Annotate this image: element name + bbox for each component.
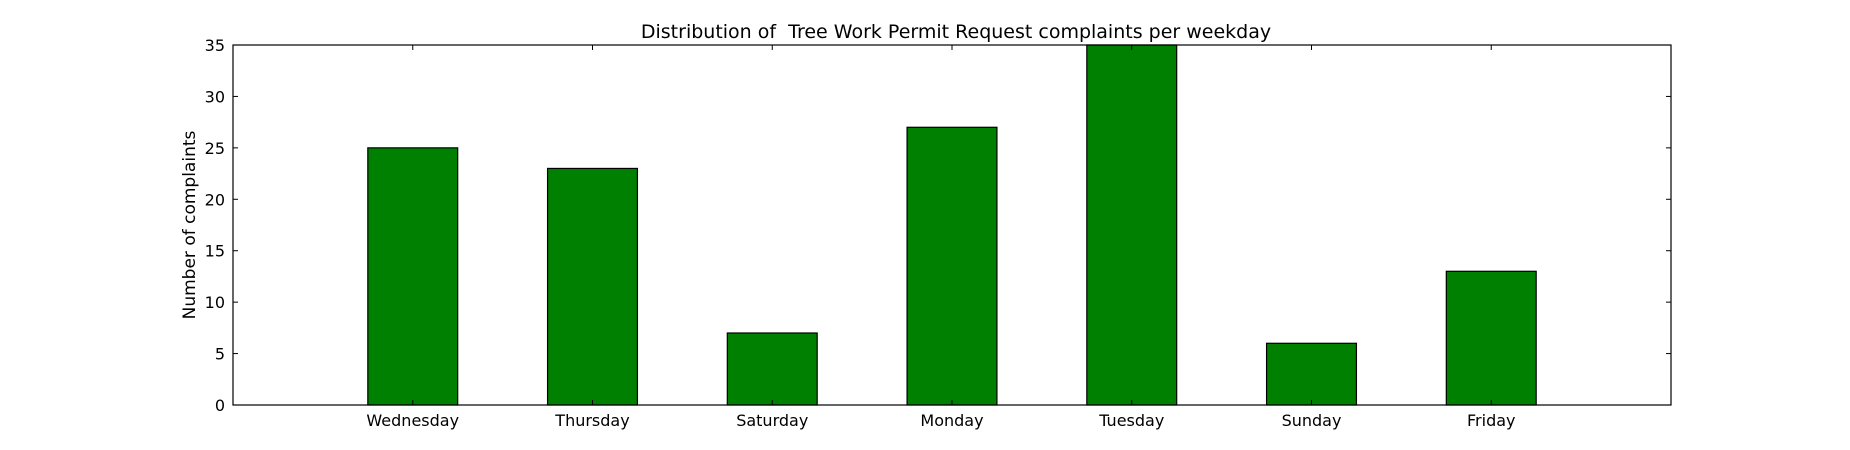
- y-tick-label: 15: [205, 242, 225, 261]
- bar-saturday: [726, 332, 818, 406]
- x-tick-label: Tuesday: [1098, 411, 1164, 430]
- x-tick-label: Saturday: [736, 411, 808, 430]
- x-tick-label: Thursday: [554, 411, 629, 430]
- chart-title: Distribution of Tree Work Permit Request…: [641, 21, 1271, 43]
- x-tick-label: Monday: [920, 411, 983, 430]
- y-tick-label: 35: [205, 36, 225, 55]
- y-tick-label: 5: [215, 345, 225, 364]
- bar-wednesday: [367, 147, 459, 406]
- y-tick-label: 20: [205, 190, 225, 209]
- bar-thursday: [546, 167, 639, 406]
- y-tick-label: 0: [215, 396, 225, 415]
- x-tick-label: Wednesday: [366, 411, 459, 430]
- y-tick-label: 25: [205, 139, 225, 158]
- plot-frame: [232, 44, 1672, 406]
- x-tick-label: Sunday: [1282, 411, 1342, 430]
- x-tick-label: Friday: [1467, 411, 1516, 430]
- bars-group: [367, 44, 1537, 406]
- bar-tuesday: [1086, 44, 1178, 406]
- bar-sunday: [1265, 342, 1358, 406]
- y-tick-label: 10: [205, 293, 225, 312]
- y-tick-label: 30: [205, 87, 225, 106]
- bar-monday: [906, 126, 998, 406]
- tick-labels-group: Wednesday Thursday Saturday Monday Tuesday Su…: [205, 36, 1516, 430]
- bar-friday: [1445, 270, 1537, 406]
- y-axis-label: Number of complaints: [180, 130, 200, 319]
